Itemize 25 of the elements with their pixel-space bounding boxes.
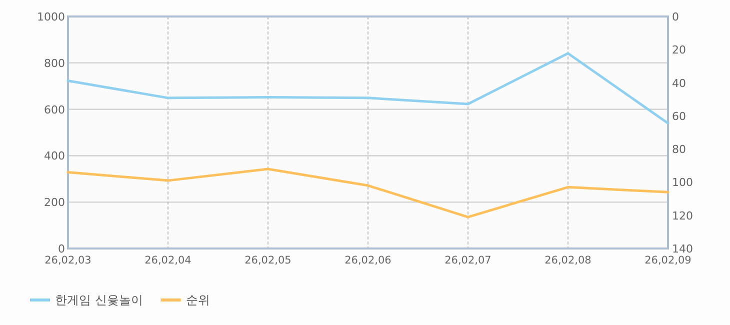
legend-label: 한게임 신윷놀이 xyxy=(55,293,143,307)
x-tick-label: 26,02,08 xyxy=(544,254,592,266)
y2-tick-label: 40 xyxy=(672,76,686,90)
y2-tick-label: 0 xyxy=(672,10,679,24)
x-tick-label: 26,02,04 xyxy=(144,254,192,266)
x-tick-label: 26,02,06 xyxy=(344,254,392,266)
y-tick-label: 400 xyxy=(44,150,65,163)
line-series xyxy=(66,52,670,124)
y-tick-label: 600 xyxy=(44,103,65,116)
y2-tick-label: 60 xyxy=(672,110,686,123)
x-tick-label: 26,02,09 xyxy=(644,254,692,266)
y2-tick-label: 80 xyxy=(672,143,686,156)
y-tick-label: 1000 xyxy=(37,10,65,24)
y-tick-label: 800 xyxy=(44,56,65,70)
legend-label: 순위 xyxy=(186,293,210,307)
x-tick-label: 26,02,05 xyxy=(244,254,292,266)
y2-tick-label: 100 xyxy=(672,176,693,190)
y-tick-label: 200 xyxy=(44,196,65,210)
y2-tick-label: 140 xyxy=(672,242,693,256)
y2-tick-label: 120 xyxy=(672,209,693,222)
x-tick-label: 26,02,07 xyxy=(444,254,492,266)
y2-tick-label: 20 xyxy=(672,44,686,57)
line-series xyxy=(66,168,670,218)
y-tick-label: 0 xyxy=(58,242,65,256)
x-tick-label: 26,02,03 xyxy=(44,254,92,266)
